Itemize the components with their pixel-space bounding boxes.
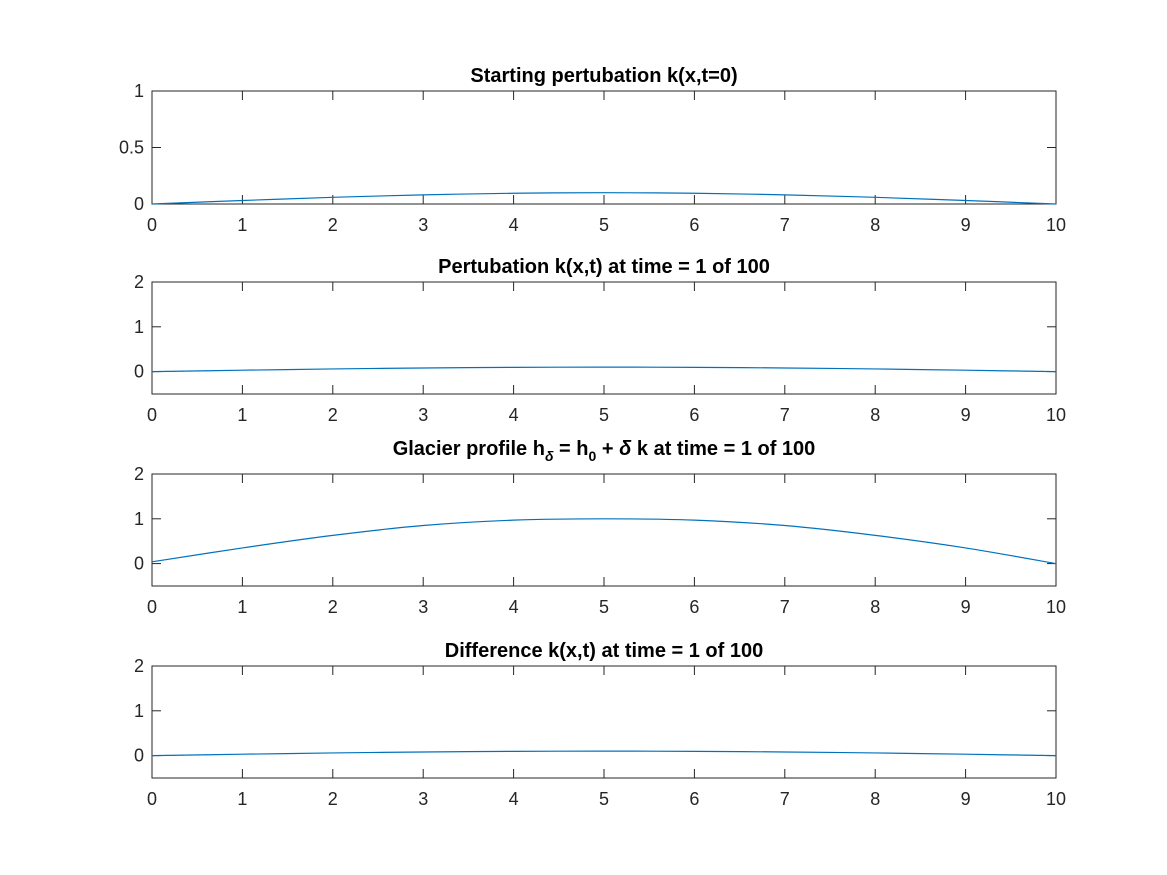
subplot-3-title-suffix: k at time = 1 of 100 [631, 438, 815, 460]
subplot-3-title-sub-delta: δ [545, 448, 554, 464]
subplot-2-x-tick-label: 2 [328, 405, 338, 425]
subplot-3-x-tick-label: 3 [418, 597, 428, 617]
subplot-2-x-tick-label: 6 [689, 405, 699, 425]
subplot-3-x-tick-label: 4 [509, 597, 519, 617]
subplot-4-title: Difference k(x,t) at time = 1 of 100 [445, 640, 763, 662]
subplot-1-x-tick-label: 5 [599, 215, 609, 235]
subplot-4-y-tick-label: 1 [134, 701, 144, 721]
subplot-3-x-tick-label: 7 [780, 597, 790, 617]
subplot-2-x-tick-label: 10 [1046, 405, 1066, 425]
subplot-1-x-tick-label: 9 [961, 215, 971, 235]
subplot-4-x-tick-label: 0 [147, 789, 157, 809]
subplot-1-x-tick-label: 2 [328, 215, 338, 235]
subplot-4-x-tick-label: 8 [870, 789, 880, 809]
subplot-2-x-tick-label: 7 [780, 405, 790, 425]
subplot-3-title-mid1: = h [554, 438, 589, 460]
subplot-3-x-tick-label: 6 [689, 597, 699, 617]
subplot-1-axes-box [151, 90, 1057, 205]
subplot-1-x-tick-label: 3 [418, 215, 428, 235]
subplot-2-series-line-1 [151, 366, 1057, 373]
subplot-3-title-mid2: + [596, 438, 619, 460]
subplot-1-x-tick-label: 10 [1046, 215, 1066, 235]
subplot-2-x-tick-label: 5 [599, 405, 609, 425]
subplot-3-x-tick-label: 8 [870, 597, 880, 617]
subplot-2: Pertubation k(x,t) at time = 1 of 100 0 1… [134, 256, 1066, 425]
subplot-1-x-tick-label: 4 [509, 215, 519, 235]
subplot-4-y-tick-label: 2 [134, 656, 144, 676]
subplot-3-x-tick-label: 1 [237, 597, 247, 617]
subplot-3-y-tick-label: 0 [134, 554, 144, 574]
subplot-3-series-line-1 [151, 518, 1057, 565]
subplot-2-y-tick-label: 2 [134, 272, 144, 292]
subplot-4-x-tick-label: 4 [509, 789, 519, 809]
subplot-3-x-tick-label: 10 [1046, 597, 1066, 617]
subplot-4-y-tick-label: 0 [134, 746, 144, 766]
subplot-4: Difference k(x,t) at time = 1 of 100 0 1 2… [134, 640, 1066, 809]
subplot-1-x-tick-label: 8 [870, 215, 880, 235]
subplot-2-y-tick-label: 1 [134, 317, 144, 337]
subplot-3-x-tick-label: 5 [599, 597, 609, 617]
subplot-2-x-tick-label: 0 [147, 405, 157, 425]
subplot-4-x-tick-label: 9 [961, 789, 971, 809]
subplot-1-y-tick-label: 0 [134, 194, 144, 214]
subplot-4-x-tick-label: 7 [780, 789, 790, 809]
subplot-3-axes-box [151, 473, 1057, 587]
subplot-4-x-tick-label: 6 [689, 789, 699, 809]
subplot-2-x-tick-label: 4 [509, 405, 519, 425]
subplot-4-series-line-1 [151, 750, 1057, 757]
subplot-1-y-tick-label: 1 [134, 81, 144, 101]
subplot-1-x-tick-label: 6 [689, 215, 699, 235]
subplot-3: Glacier profile hδ = h0 + δ k at time = … [134, 438, 1066, 617]
subplot-2-axes-box [151, 281, 1057, 395]
subplot-2-x-tick-label: 9 [961, 405, 971, 425]
subplot-1-y-tick-label: 0.5 [119, 138, 144, 158]
subplot-1-title: Starting pertubation k(x,t=0) [470, 65, 737, 87]
subplot-1-x-tick-label: 0 [147, 215, 157, 235]
subplot-3-x-tick-label: 2 [328, 597, 338, 617]
subplot-3-y-tick-label: 1 [134, 509, 144, 529]
subplot-1-x-tick-label: 7 [780, 215, 790, 235]
subplot-3-title-prefix: Glacier profile h [393, 438, 545, 460]
subplot-2-x-tick-label: 3 [418, 405, 428, 425]
subplot-3-x-tick-label: 9 [961, 597, 971, 617]
subplot-3-y-tick-label: 2 [134, 464, 144, 484]
subplot-2-x-tick-label: 1 [237, 405, 247, 425]
subplot-4-x-tick-label: 1 [237, 789, 247, 809]
subplot-3-x-tick-label: 0 [147, 597, 157, 617]
subplot-2-y-tick-label: 0 [134, 362, 144, 382]
subplot-3-title-sub-zero: 0 [589, 448, 597, 464]
subplot-3-title-delta: δ [619, 438, 632, 460]
subplot-2-title: Pertubation k(x,t) at time = 1 of 100 [438, 256, 770, 278]
subplot-4-axes-box [151, 665, 1057, 779]
subplot-4-x-tick-label: 2 [328, 789, 338, 809]
subplot-4-x-tick-label: 5 [599, 789, 609, 809]
subplot-1-x-tick-label: 1 [237, 215, 247, 235]
subplot-1-series-line-1 [151, 192, 1057, 205]
subplot-2-x-tick-label: 8 [870, 405, 880, 425]
subplot-1: Starting pertubation k(x,t=0) 0 1 2 3 4 5 6 7 8 9… [119, 65, 1066, 235]
subplot-4-x-tick-label: 10 [1046, 789, 1066, 809]
subplot-4-x-tick-label: 3 [418, 789, 428, 809]
subplot-3-title: Glacier profile hδ = h0 + δ k at time = … [393, 438, 816, 464]
